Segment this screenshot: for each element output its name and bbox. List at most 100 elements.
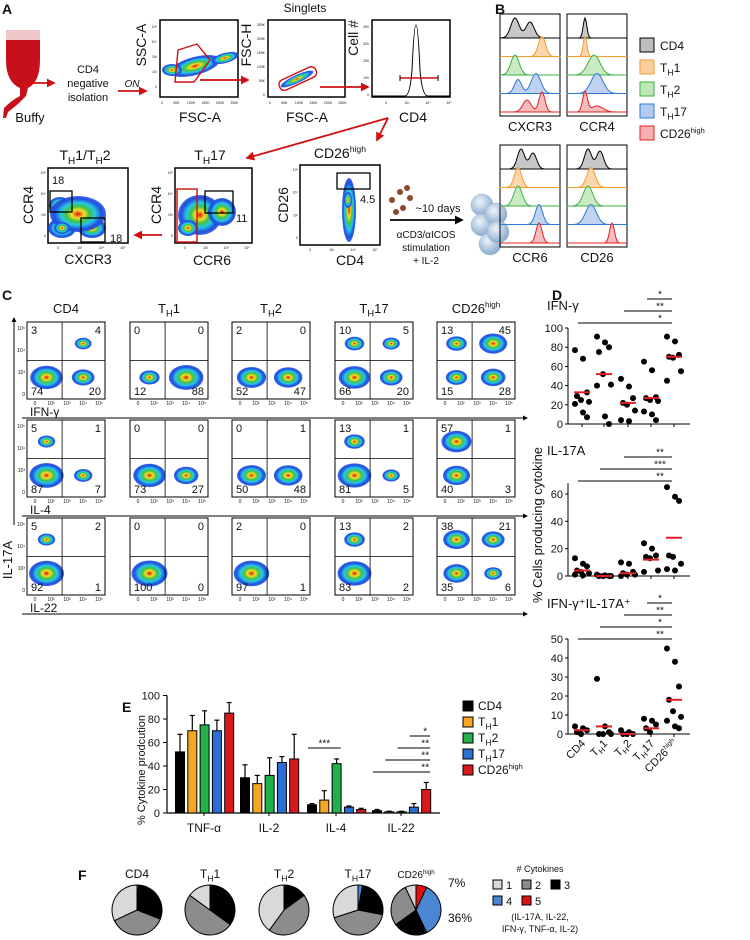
column-title: TH1 — [158, 301, 180, 319]
tick-label: 10³ — [473, 597, 481, 603]
tick-label: 60 — [551, 361, 563, 373]
label-sup: high — [485, 301, 500, 310]
data-point — [608, 381, 614, 388]
tick-label: 10² — [47, 401, 55, 407]
label-sub: H — [281, 873, 287, 883]
quadrant-ur: 21 — [499, 521, 511, 533]
label-sub: H — [667, 67, 673, 77]
data-point — [653, 552, 659, 559]
bead-icon — [397, 189, 403, 195]
tick-label: 10⁵ — [198, 597, 206, 603]
legend-swatch — [462, 764, 474, 776]
y-axis-label: % Cytokine prodcution — [136, 715, 148, 825]
data-point — [641, 568, 647, 575]
tick-label: 10⁴ — [182, 401, 190, 407]
density-blob — [344, 434, 365, 449]
tick-label: 10⁴ — [387, 499, 395, 505]
label-base: T — [478, 715, 486, 729]
y-axis-label: CD26 — [275, 187, 291, 223]
quadrant-ur: 5 — [403, 325, 409, 337]
density-blob — [162, 64, 182, 76]
histogram-cd4 — [500, 148, 560, 170]
data-point — [649, 717, 655, 724]
marker-label: CXCR3 — [508, 119, 552, 134]
quadrant-lr: 88 — [192, 386, 204, 398]
tick-label: 10³ — [41, 213, 47, 217]
data-point — [626, 418, 632, 425]
tick-label: 10³ — [63, 401, 71, 407]
quadrant-ll: 73 — [134, 484, 146, 496]
quadrant-lr: 47 — [294, 386, 306, 398]
tick-label: 10⁴ — [152, 40, 158, 44]
plot-frame — [159, 19, 239, 98]
density-blob — [28, 560, 65, 587]
label-tail: 1 — [213, 867, 220, 881]
density-blob — [73, 469, 93, 482]
bar-IL-4-th17 — [343, 806, 354, 814]
tick-label: 10⁴ — [425, 101, 431, 105]
data-point — [580, 409, 586, 416]
legend-swatch — [639, 59, 655, 75]
tick-label: 10² — [355, 401, 363, 407]
label-tail: 17 — [492, 747, 506, 761]
tick-label: 10⁵ — [198, 401, 206, 407]
quadrant-lr: 2 — [403, 582, 409, 594]
quadrant-ul: 3 — [31, 325, 37, 337]
data-point — [594, 675, 600, 682]
quadrant-lr: 1 — [95, 582, 101, 594]
histogram-cd26 — [500, 91, 560, 113]
tick-label: 200 — [363, 59, 369, 63]
data-point — [672, 338, 678, 345]
tick-label: 0 — [137, 499, 140, 505]
blood-bag-icon — [3, 30, 40, 118]
data-point — [594, 382, 600, 389]
label-tail: 17 — [358, 867, 372, 881]
tick-label: 10⁴ — [79, 597, 87, 603]
quadrant-lr: 1 — [300, 582, 306, 594]
label-base: T — [158, 301, 166, 316]
significance-stars: ** — [656, 472, 664, 483]
data-point — [618, 573, 624, 579]
data-point — [649, 367, 655, 374]
quadrant-ll: 52 — [236, 386, 248, 398]
pie-title: TH2 — [274, 867, 295, 883]
tick-label: 10⁵ — [168, 171, 174, 175]
x-axis-label: FSC-A — [286, 109, 329, 125]
tick-label: 10⁴ — [284, 401, 292, 407]
legend-swatch — [639, 125, 655, 141]
tick-label: 0 — [309, 248, 311, 252]
density-blob — [178, 220, 198, 236]
data-point — [586, 398, 592, 405]
expanded-cell-icon — [486, 220, 510, 244]
tick-label: 10² — [355, 597, 363, 603]
quadrant-lr: 0 — [198, 582, 204, 594]
label-base: CD4 — [53, 301, 79, 316]
legend-label: 3 — [564, 880, 570, 892]
bar-TNF-α-cd26 — [224, 712, 235, 814]
quadrant-ll: 81 — [339, 484, 351, 496]
data-point — [580, 355, 586, 362]
significance-stars: ** — [656, 606, 664, 617]
th17-title: TH17 — [194, 147, 226, 167]
tick-label: 10⁴ — [182, 597, 190, 603]
bar-TNF-α-th2 — [199, 724, 210, 814]
quadrant-ll: 50 — [236, 484, 248, 496]
density-blob — [168, 364, 204, 390]
category-label: IL-2 — [259, 821, 280, 835]
tick-label: 20 — [148, 785, 160, 797]
legend-swatch — [521, 879, 532, 890]
y-axis-label: CCR4 — [20, 186, 36, 224]
bar-IL-4-th2 — [331, 763, 342, 814]
data-point — [672, 658, 678, 665]
significance-stars: ** — [421, 739, 429, 750]
x-axis-label: CD4 — [399, 109, 427, 125]
density-blob — [30, 365, 63, 390]
tick-label: 0 — [34, 499, 37, 505]
tick-label: 250K — [230, 101, 239, 105]
quadrant-ur: 0 — [300, 325, 306, 337]
tick-label: 10⁴ — [293, 191, 299, 195]
data-point — [664, 333, 670, 340]
quadrant-ll: 15 — [441, 386, 453, 398]
bar-IL-2-th17 — [276, 761, 287, 814]
